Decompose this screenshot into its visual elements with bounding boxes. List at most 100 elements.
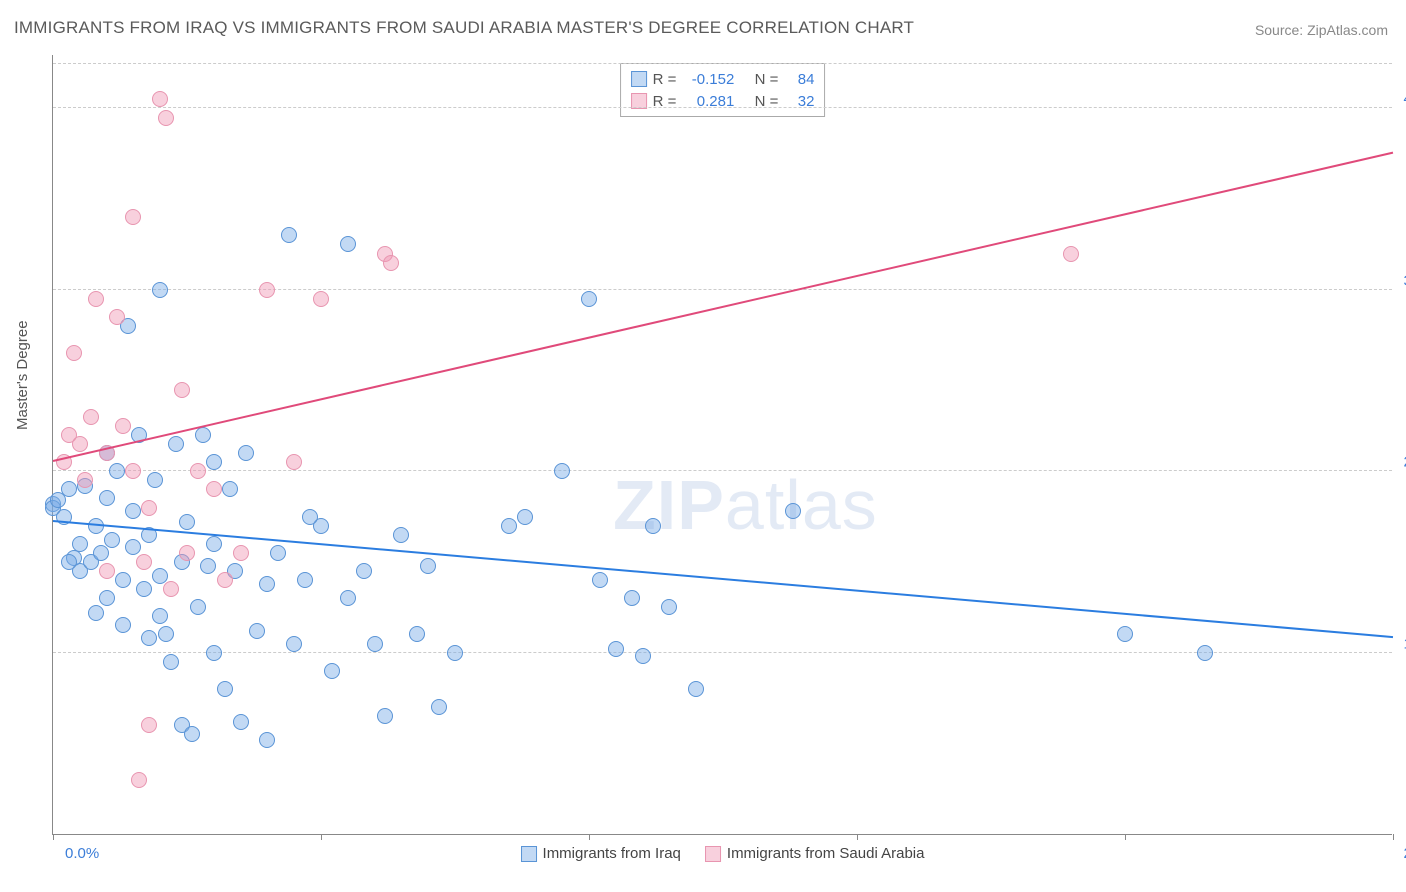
gridline	[53, 289, 1392, 290]
trend-line	[53, 152, 1393, 462]
data-point	[168, 436, 184, 452]
data-point	[624, 590, 640, 606]
data-point	[88, 291, 104, 307]
data-point	[206, 645, 222, 661]
data-point	[66, 345, 82, 361]
data-point	[195, 427, 211, 443]
chart-title: IMMIGRANTS FROM IRAQ VS IMMIGRANTS FROM …	[14, 18, 914, 38]
n-value: 84	[784, 71, 814, 88]
data-point	[313, 291, 329, 307]
data-point	[501, 518, 517, 534]
data-point	[125, 209, 141, 225]
data-point	[356, 563, 372, 579]
legend-label: Immigrants from Iraq	[543, 845, 681, 862]
data-point	[190, 463, 206, 479]
data-point	[785, 503, 801, 519]
data-point	[297, 572, 313, 588]
data-point	[233, 714, 249, 730]
data-point	[184, 726, 200, 742]
data-point	[554, 463, 570, 479]
data-point	[608, 641, 624, 657]
data-point	[409, 626, 425, 642]
data-point	[125, 539, 141, 555]
data-point	[592, 572, 608, 588]
gridline	[53, 63, 1392, 64]
data-point	[645, 518, 661, 534]
data-point	[152, 608, 168, 624]
data-point	[286, 636, 302, 652]
data-point	[190, 599, 206, 615]
legend-stat-row: R =0.281 N =32	[631, 90, 815, 112]
data-point	[77, 472, 93, 488]
legend-swatch	[521, 846, 537, 862]
data-point	[688, 681, 704, 697]
data-point	[259, 576, 275, 592]
data-point	[206, 481, 222, 497]
plot-area: ZIPatlas R =-0.152 N =84R =0.281 N =32 I…	[52, 55, 1392, 835]
data-point	[259, 732, 275, 748]
data-point	[206, 454, 222, 470]
data-point	[61, 481, 77, 497]
data-point	[517, 509, 533, 525]
data-point	[125, 503, 141, 519]
data-point	[115, 418, 131, 434]
data-point	[302, 509, 318, 525]
data-point	[163, 654, 179, 670]
data-point	[104, 532, 120, 548]
data-point	[383, 255, 399, 271]
data-point	[179, 514, 195, 530]
source-attribution: Source: ZipAtlas.com	[1255, 22, 1388, 38]
data-point	[72, 536, 88, 552]
data-point	[141, 717, 157, 733]
data-point	[217, 572, 233, 588]
data-point	[259, 282, 275, 298]
data-point	[377, 708, 393, 724]
data-point	[163, 581, 179, 597]
n-label: N =	[755, 71, 779, 88]
data-point	[174, 382, 190, 398]
x-tick	[321, 834, 322, 840]
gridline	[53, 652, 1392, 653]
data-point	[233, 545, 249, 561]
data-point	[420, 558, 436, 574]
data-point	[72, 436, 88, 452]
data-point	[109, 309, 125, 325]
data-point	[1063, 246, 1079, 262]
data-point	[83, 409, 99, 425]
x-tick	[1125, 834, 1126, 840]
data-point	[93, 545, 109, 561]
data-point	[431, 699, 447, 715]
data-point	[393, 527, 409, 543]
legend-swatch	[631, 71, 647, 87]
data-point	[340, 236, 356, 252]
data-point	[217, 681, 233, 697]
data-point	[249, 623, 265, 639]
data-point	[1117, 626, 1133, 642]
data-point	[141, 630, 157, 646]
data-point	[281, 227, 297, 243]
data-point	[131, 772, 147, 788]
watermark-atlas: atlas	[725, 466, 878, 544]
data-point	[152, 282, 168, 298]
watermark-zip: ZIP	[613, 466, 725, 544]
data-point	[238, 445, 254, 461]
x-tick	[857, 834, 858, 840]
data-point	[635, 648, 651, 664]
data-point	[115, 572, 131, 588]
data-point	[447, 645, 463, 661]
data-point	[324, 663, 340, 679]
data-point	[141, 500, 157, 516]
data-point	[158, 110, 174, 126]
data-point	[152, 91, 168, 107]
legend-swatch	[705, 846, 721, 862]
data-point	[136, 581, 152, 597]
data-point	[270, 545, 286, 561]
data-point	[115, 617, 131, 633]
data-point	[286, 454, 302, 470]
data-point	[581, 291, 597, 307]
x-tick	[53, 834, 54, 840]
data-point	[158, 626, 174, 642]
data-point	[109, 463, 125, 479]
data-point	[340, 590, 356, 606]
gridline	[53, 470, 1392, 471]
